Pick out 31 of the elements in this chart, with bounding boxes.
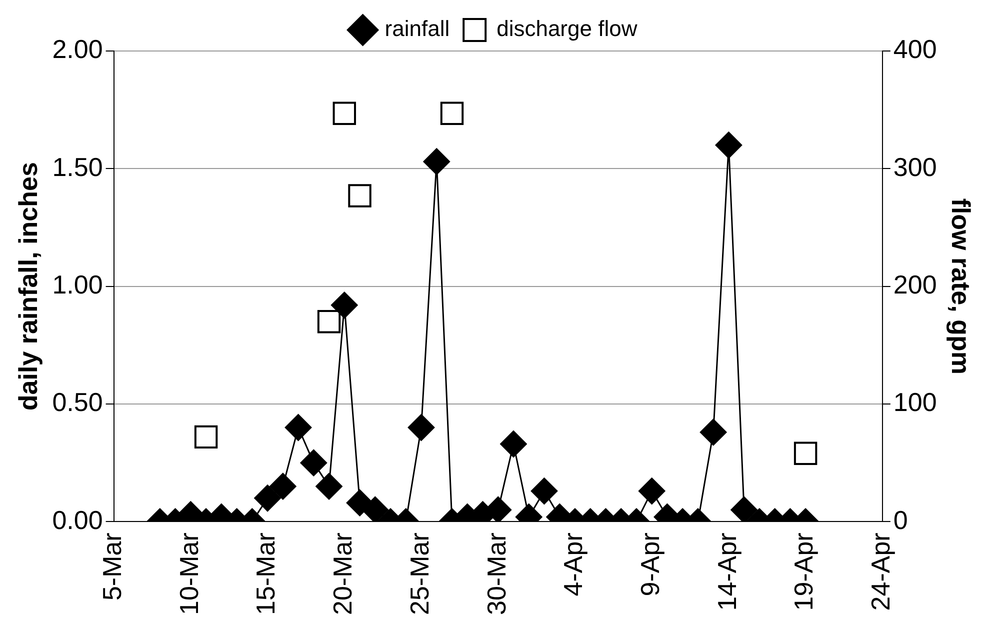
- x-tick-label: 14-Apr: [712, 532, 742, 611]
- point: [194, 425, 218, 449]
- y-tick-label: 1.50: [52, 152, 103, 182]
- point: [317, 310, 341, 334]
- point: [440, 102, 464, 125]
- point: [332, 102, 356, 125]
- x-tick-label: 20-Mar: [328, 532, 358, 616]
- y2-axis-title: flow rate, gpm: [946, 198, 976, 374]
- y-tick-label: 2.00: [52, 34, 103, 64]
- x-tick-label: 10-Mar: [174, 532, 204, 616]
- y2-tick-label: 0: [893, 504, 908, 535]
- x-tick-label: 5-Mar: [96, 532, 127, 601]
- point: [794, 442, 818, 466]
- x-tick-label: 24-Apr: [866, 532, 896, 611]
- y-tick-label: 1.00: [52, 269, 103, 300]
- y2-tick-label: 100: [893, 387, 937, 418]
- x-tick-label: 30-Mar: [481, 532, 512, 616]
- x-tick-label: 4-Apr: [558, 532, 588, 596]
- y-axis-title: daily rainfall, inches: [12, 162, 43, 411]
- y2-tick-label: 400: [893, 34, 937, 64]
- y-tick-label: 0.00: [52, 504, 103, 535]
- y2-tick-label: 300: [893, 152, 937, 182]
- x-tick-label: 15-Mar: [250, 532, 281, 616]
- legend-label: discharge flow: [496, 16, 638, 42]
- y2-tick-label: 200: [893, 269, 937, 300]
- y-tick-label: 0.50: [52, 387, 103, 418]
- x-tick-label: 19-Apr: [788, 532, 819, 611]
- x-tick-label: 9-Apr: [635, 532, 666, 596]
- legend-label: rainfall: [384, 16, 450, 42]
- point: [348, 184, 372, 208]
- x-tick-label: 25-Mar: [404, 532, 434, 616]
